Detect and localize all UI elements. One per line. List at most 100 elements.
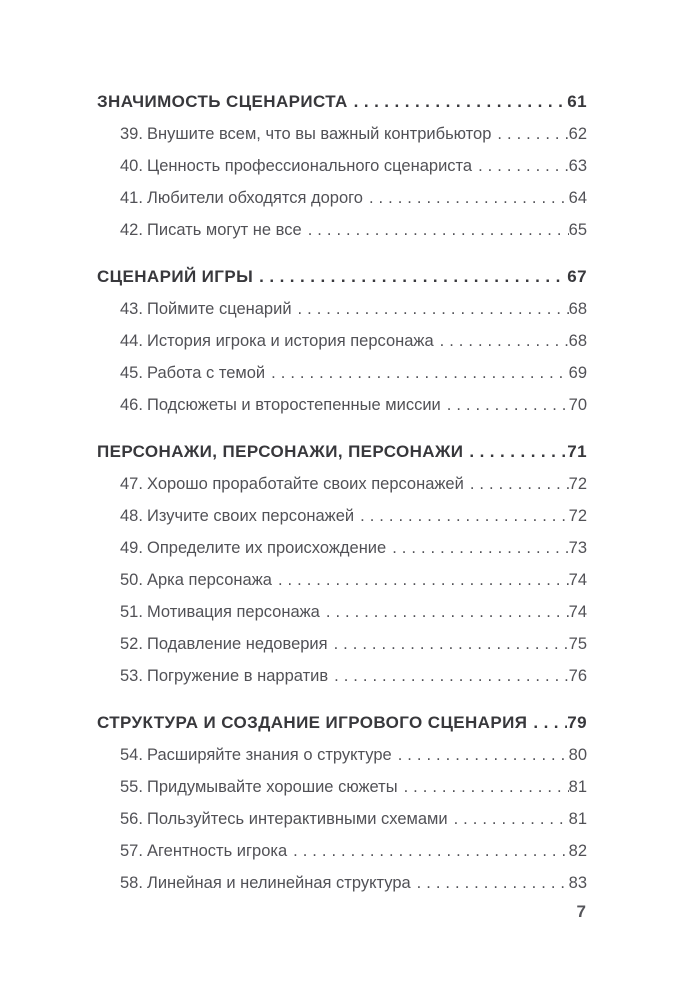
item-number: 56.	[120, 810, 143, 828]
item-number: 46.	[120, 396, 143, 414]
toc-item: 46. Подсюжеты и второстепенные миссии ..…	[97, 389, 587, 421]
item-title: Подсюжеты и второстепенные миссии	[147, 396, 441, 414]
section-items: 43. Поймите сценарий ...................…	[97, 293, 587, 421]
item-title: Определите их происхождение	[147, 539, 387, 557]
item-page-number: 82	[568, 842, 587, 860]
toc-item: 57. Агентность игрока ..................…	[97, 835, 587, 867]
item-title: Внушите всем, что вы важный контрибьютор	[147, 125, 492, 143]
toc-section: СЦЕНАРИЙ ИГРЫ ..........................…	[97, 261, 587, 421]
toc-item: 56. Пользуйтесь интерактивными схемами .…	[97, 803, 587, 835]
toc-item: 40. Ценность профессионального сценарист…	[97, 150, 587, 182]
dot-leader: ........................................…	[469, 442, 567, 461]
item-title: Ценность профессионального сценариста	[147, 157, 473, 175]
toc-item: 58. Линейная и нелинейная структура ....…	[97, 867, 587, 899]
item-number: 49.	[120, 539, 143, 557]
dot-leader: ........................................…	[325, 603, 569, 621]
item-page-number: 80	[568, 746, 587, 764]
dot-leader: ........................................…	[271, 364, 569, 382]
dot-leader: ........................................…	[353, 92, 568, 111]
dot-leader: ........................................…	[307, 221, 569, 239]
section-title: СТРУКТУРА И СОЗДАНИЕ ИГРОВОГО СЦЕНАРИЯ	[97, 713, 528, 732]
item-number: 54.	[120, 746, 143, 764]
item-page-number: 69	[568, 364, 587, 382]
toc-item: 50. Арка персонажа .....................…	[97, 564, 587, 596]
dot-leader: ........................................…	[453, 810, 569, 828]
item-title: Придумывайте хорошие сюжеты	[147, 778, 398, 796]
toc-item: 52. Подавление недоверия ...............…	[97, 628, 587, 660]
dot-leader: ........................................…	[368, 189, 569, 207]
section-page-number: 67	[567, 267, 587, 286]
dot-leader: ........................................…	[277, 571, 569, 589]
item-title: Любители обходятся дорого	[147, 189, 363, 207]
dot-leader: ........................................…	[334, 667, 569, 685]
dot-leader: ........................................…	[397, 746, 569, 764]
item-number: 53.	[120, 667, 143, 685]
item-title: Работа с темой	[147, 364, 266, 382]
item-page-number: 65	[568, 221, 587, 239]
dot-leader: ........................................…	[533, 713, 567, 732]
toc-item: 45. Работа с темой .....................…	[97, 357, 587, 389]
item-page-number: 76	[568, 667, 587, 685]
dot-leader: ........................................…	[360, 507, 569, 525]
dot-leader: ........................................…	[403, 778, 569, 796]
toc-item: 53. Погружение в нарратив ..............…	[97, 660, 587, 692]
dot-leader: ........................................…	[478, 157, 569, 175]
item-number: 52.	[120, 635, 143, 653]
item-title: Линейная и нелинейная структура	[147, 874, 411, 892]
toc-section: ЗНАЧИМОСТЬ СЦЕНАРИСТА ..................…	[97, 86, 587, 246]
item-title: Хорошо проработайте своих персонажей	[147, 475, 464, 493]
item-number: 41.	[120, 189, 143, 207]
item-title: Арка персонажа	[147, 571, 272, 589]
dot-leader: ........................................…	[259, 267, 567, 286]
item-page-number: 74	[568, 603, 587, 621]
toc-section: СТРУКТУРА И СОЗДАНИЕ ИГРОВОГО СЦЕНАРИЯ .…	[97, 707, 587, 899]
toc-section-heading: СЦЕНАРИЙ ИГРЫ ..........................…	[97, 261, 587, 293]
item-page-number: 64	[568, 189, 587, 207]
toc-item: 41. Любители обходятся дорого ..........…	[97, 182, 587, 214]
section-items: 39. Внушите всем, что вы важный контрибь…	[97, 118, 587, 246]
item-page-number: 68	[568, 332, 587, 350]
item-number: 39.	[120, 125, 143, 143]
dot-leader: ........................................…	[392, 539, 568, 557]
toc-item: 39. Внушите всем, что вы важный контрибь…	[97, 118, 587, 150]
section-items: 47. Хорошо проработайте своих персонажей…	[97, 468, 587, 692]
item-number: 51.	[120, 603, 143, 621]
dot-leader: ........................................…	[439, 332, 569, 350]
item-title: История игрока и история персонажа	[147, 332, 434, 350]
item-number: 43.	[120, 300, 143, 318]
section-title: ПЕРСОНАЖИ, ПЕРСОНАЖИ, ПЕРСОНАЖИ	[97, 442, 464, 461]
item-number: 44.	[120, 332, 143, 350]
toc-section: ПЕРСОНАЖИ, ПЕРСОНАЖИ, ПЕРСОНАЖИ ........…	[97, 436, 587, 692]
item-page-number: 62	[568, 125, 587, 143]
dot-leader: ........................................…	[416, 874, 569, 892]
toc-item: 48. Изучите своих персонажей ...........…	[97, 500, 587, 532]
item-number: 45.	[120, 364, 143, 382]
item-page-number: 68	[568, 300, 587, 318]
toc-section-heading: СТРУКТУРА И СОЗДАНИЕ ИГРОВОГО СЦЕНАРИЯ .…	[97, 707, 587, 739]
table-of-contents: ЗНАЧИМОСТЬ СЦЕНАРИСТА ..................…	[97, 86, 587, 899]
item-title: Расширяйте знания о структуре	[147, 746, 392, 764]
item-title: Пользуйтесь интерактивными схемами	[147, 810, 448, 828]
dot-leader: ........................................…	[469, 475, 569, 493]
dot-leader: ........................................…	[497, 125, 569, 143]
item-number: 57.	[120, 842, 143, 860]
section-items: 54. Расширяйте знания о структуре ......…	[97, 739, 587, 899]
item-page-number: 70	[568, 396, 587, 414]
item-page-number: 74	[568, 571, 587, 589]
toc-item: 43. Поймите сценарий ...................…	[97, 293, 587, 325]
toc-item: 55. Придумывайте хорошие сюжеты ........…	[97, 771, 587, 803]
dot-leader: ........................................…	[297, 300, 569, 318]
item-page-number: 72	[568, 507, 587, 525]
toc-section-heading: ПЕРСОНАЖИ, ПЕРСОНАЖИ, ПЕРСОНАЖИ ........…	[97, 436, 587, 468]
item-number: 55.	[120, 778, 143, 796]
dot-leader: ........................................…	[293, 842, 569, 860]
item-title: Поймите сценарий	[147, 300, 292, 318]
toc-item: 51. Мотивация персонажа ................…	[97, 596, 587, 628]
section-page-number: 79	[567, 713, 587, 732]
toc-section-heading: ЗНАЧИМОСТЬ СЦЕНАРИСТА ..................…	[97, 86, 587, 118]
item-title: Писать могут не все	[147, 221, 302, 239]
section-title: ЗНАЧИМОСТЬ СЦЕНАРИСТА	[97, 92, 348, 111]
item-page-number: 81	[568, 810, 587, 828]
item-title: Мотивация персонажа	[147, 603, 320, 621]
